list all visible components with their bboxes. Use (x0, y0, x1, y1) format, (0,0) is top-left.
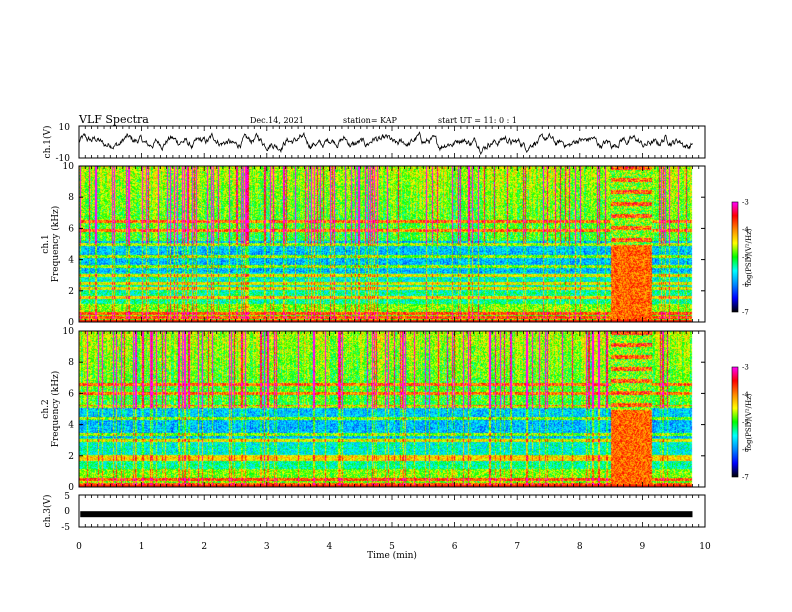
ch1-spectrogram-ytick-label: 4 (68, 256, 74, 266)
time-tick-label: 2 (201, 542, 207, 552)
ch1-spectrogram-yticks: 0 2 4 6 8 10 (63, 162, 705, 328)
time-axis-ticks (78, 126, 706, 527)
colorbar-2-tick-label: -6 (742, 446, 749, 454)
ch3-ytick-top: 5 (64, 492, 70, 502)
ch1-waveform-ylabel: ch.1(V) (42, 126, 53, 159)
colorbar-2-ticks: -3 -4 -5 -6 -7 (742, 364, 749, 482)
ch1-spectrogram-ytick-label: 8 (68, 193, 74, 203)
time-tick-label: 7 (514, 542, 520, 552)
ch3-signal-line (80, 511, 693, 518)
ch1-spectrogram-ytick-label: 2 (68, 287, 74, 297)
ch1-ytick-bottom: -10 (56, 154, 71, 164)
colorbar-1-ticks: -3 -4 -5 -6 -7 (742, 199, 749, 317)
ch2-spectrogram-ytick-label: 4 (68, 421, 74, 431)
colorbar-1-tick-label: -7 (742, 309, 749, 317)
ch2-spectrogram-ytick-label: 2 (68, 452, 74, 462)
date-label: Dec.14, 2021 (250, 116, 304, 125)
colorbar-1-tick-label: -3 (742, 199, 749, 207)
ch2-spectrogram-ylabel: Frequency (kHz) (50, 371, 61, 448)
colorbar-2-tick-label: -3 (742, 364, 749, 372)
time-tick-label: 8 (577, 542, 583, 552)
time-tick-label: 9 (640, 542, 646, 552)
station-label: station= KAP (343, 116, 398, 125)
ch1-spectrogram-ytick-label: 10 (63, 162, 75, 172)
colorbar-2: -3 -4 -5 -6 -7 log(PSD)(V²/Hz) (731, 364, 753, 482)
time-tick-label: 3 (264, 542, 270, 552)
ch1-spectrogram-ytick-label: 6 (68, 224, 74, 234)
ch1-waveform-line (78, 131, 693, 156)
colorbar-2-tick-label: -7 (742, 474, 749, 482)
ch1-spectrogram-panel: 0 2 4 6 8 10 ch.1 Frequency (kHz) (41, 162, 706, 328)
ch3-ylabel: ch.3(V) (42, 495, 53, 528)
ch2-spectrogram-channel-label: ch.2 (41, 399, 51, 418)
colorbar-1-tick-label: -6 (742, 281, 749, 289)
ch3-ytick-bottom: -5 (61, 523, 70, 533)
ch2-spectrogram-yticks: 0 2 4 6 8 10 (63, 327, 705, 493)
ch1-spectrogram-ylabel: Frequency (kHz) (50, 206, 61, 283)
ch2-spectrogram-panel: 0 2 4 6 8 10 ch.2 Frequency (kHz) (41, 327, 706, 493)
ch2-spectrogram-ytick-label: 6 (68, 389, 74, 399)
time-tick-label: 4 (327, 542, 333, 552)
time-tick-label: 1 (139, 542, 145, 552)
time-axis-label: Time (min) (367, 550, 417, 561)
ch2-spectrogram-ytick-label: 8 (68, 358, 74, 368)
colorbar-1-gradient (731, 201, 739, 313)
ch2-spectrogram-ytick-label: 0 (68, 483, 74, 493)
ch2-spectrogram-image (79, 331, 705, 487)
figure-title: VLF Spectra (78, 113, 149, 126)
ch3-ytick-mid: 0 (64, 507, 70, 517)
colorbar-2-gradient (731, 366, 739, 478)
ch1-spectrogram-image (79, 166, 705, 322)
colorbar-1-label: log(PSD)(V²/Hz) (745, 228, 753, 285)
start-time-label: start UT = 11: 0 : 1 (438, 116, 517, 125)
ch2-spectrogram-ytick-label: 10 (63, 327, 75, 337)
time-tick-label: 5 (389, 542, 395, 552)
time-tick-label: 0 (76, 542, 82, 552)
colorbar-1-tick-label: -4 (742, 226, 749, 234)
ch1-ytick-top: 10 (59, 123, 71, 133)
colorbar-1: -3 -4 -5 -6 -7 log(PSD)(V²/Hz) (731, 199, 753, 317)
colorbar-1-tick-label: -5 (742, 254, 749, 262)
colorbar-2-label: log(PSD)(V²/Hz) (745, 393, 753, 450)
colorbar-2-tick-label: -4 (742, 391, 749, 399)
ch1-spectrogram-channel-label: ch.1 (41, 234, 51, 253)
colorbar-2-tick-label: -5 (742, 419, 749, 427)
time-tick-label: 10 (699, 542, 711, 552)
time-axis-tick-labels: 0 1 2 3 4 5 6 7 8 9 10 (76, 542, 711, 552)
time-tick-label: 6 (452, 542, 458, 552)
ch1-spectrogram-ytick-label: 0 (68, 318, 74, 328)
